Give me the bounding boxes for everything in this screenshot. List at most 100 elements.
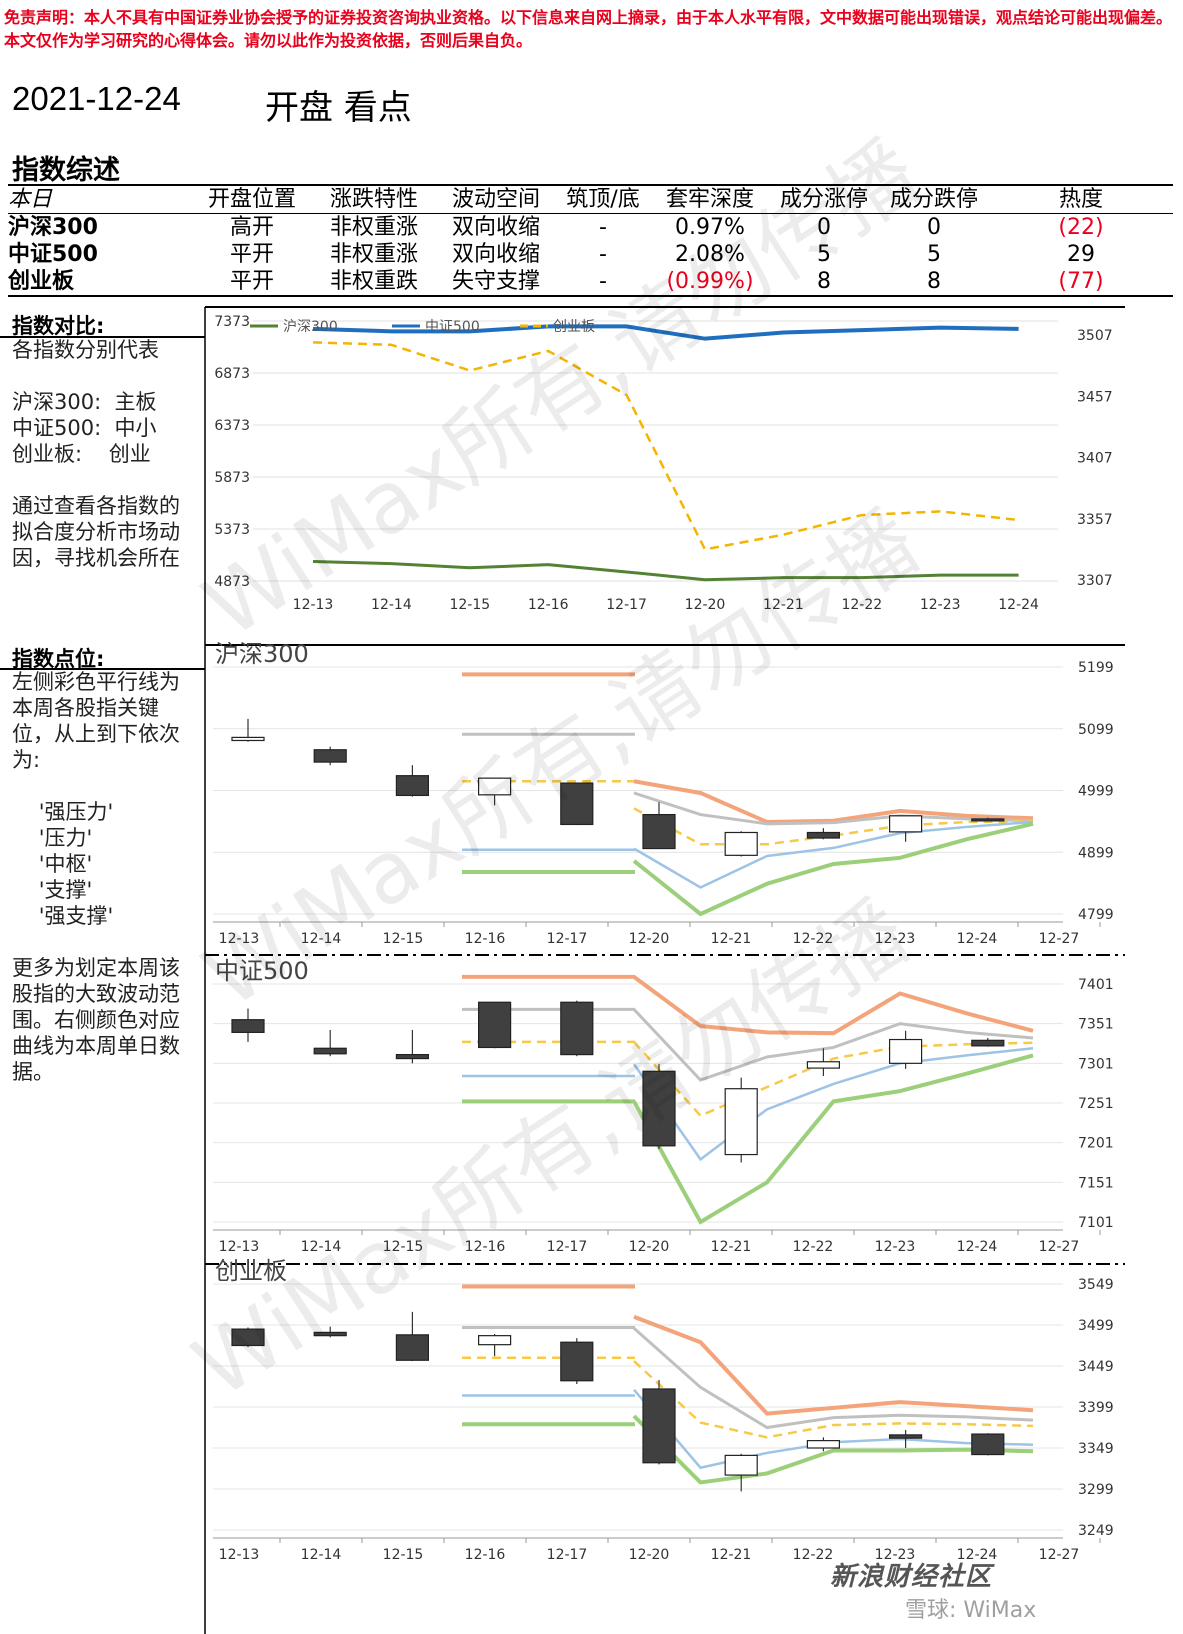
y-tick-label: 4999 [1078, 784, 1114, 800]
y-tick-label: 7101 [1078, 1215, 1114, 1231]
legend-label: 沪深300 [283, 319, 338, 335]
table-row: 沪深300 高开 非权重涨 双向收缩 - 0.97% 0 0 (22) [8, 214, 1173, 242]
y-tick-label: 4799 [1078, 907, 1114, 923]
divider [0, 336, 205, 338]
table-cell: (22) [1058, 215, 1104, 240]
x-tick-label: 12-17 [547, 1547, 588, 1563]
candle-down [395, 1334, 429, 1361]
candle-down [395, 1054, 429, 1060]
footer-brand: 新浪财经社区 [830, 1562, 993, 1592]
table-cell: 平开 [193, 268, 311, 297]
y-tick-label: 7201 [1078, 1136, 1114, 1152]
col-header: 本日 [8, 184, 193, 214]
table-cell: 非权重涨 [329, 242, 418, 267]
y-tick-label-right: 3507 [1077, 328, 1113, 344]
col-header: 成分涨停 [769, 184, 879, 214]
table-cell: 双向收缩 [451, 215, 540, 240]
table-cell: 非权重涨 [329, 215, 418, 240]
x-tick-label: 12-15 [383, 1239, 424, 1255]
candle-down [642, 1388, 676, 1464]
candle-down [888, 1434, 923, 1439]
candle-up [478, 777, 512, 796]
candle-up [724, 1088, 758, 1156]
table-cell: 29 [1067, 242, 1095, 267]
col-header: 热度 [989, 184, 1173, 214]
y-tick-label: 7351 [1078, 1017, 1114, 1033]
x-tick-label: 12-20 [629, 1547, 670, 1563]
y-tick-label: 5199 [1078, 660, 1114, 676]
table-cell: - [599, 215, 607, 240]
candle-down [395, 775, 429, 797]
disclaimer-text: 免责声明：本人不具有中国证券业协会授予的证券投资咨询执业资格。以下信息来自网上摘… [4, 8, 1173, 50]
levels-heading: 指数点位: [12, 647, 105, 671]
x-tick-label: 12-20 [685, 597, 726, 613]
x-tick-label: 12-21 [711, 931, 752, 947]
x-tick-label: 12-23 [875, 931, 916, 947]
x-tick-label: 12-14 [371, 597, 412, 613]
compare-heading: 指数对比: [12, 314, 105, 338]
x-tick-label: 12-17 [547, 931, 588, 947]
zz500-candle-chart: 7401 7351 7301 7251 7201 7151 7101 12-13 12-14 12… [213, 957, 1114, 1255]
legend-label: 创业板 [553, 319, 595, 335]
daily-curve-resist [633, 1327, 1034, 1430]
x-tick-label: 12-22 [841, 597, 882, 613]
panel-title: 创业板 [215, 1257, 287, 1285]
y-tick-label: 3449 [1078, 1359, 1114, 1375]
col-header: 开盘位置 [193, 184, 311, 214]
daily-curve-strong-resist [633, 779, 1034, 825]
table-cell: 0 [817, 215, 831, 240]
x-tick-label: 12-23 [875, 1239, 916, 1255]
table-cell: 失守支撑 [437, 268, 555, 297]
table-cell: 双向收缩 [451, 242, 540, 267]
table-cell: 非权重跌 [311, 268, 437, 297]
x-tick-label: 12-21 [711, 1239, 752, 1255]
candle-down [313, 749, 347, 763]
table-cell: 平开 [229, 242, 274, 267]
x-tick-label: 12-22 [793, 931, 834, 947]
candle-up [478, 1335, 512, 1346]
x-tick-label: 12-27 [1039, 931, 1080, 947]
table-row: 中证500 平开 非权重涨 双向收缩 - 2.08% 5 5 29 [8, 241, 1173, 268]
daily-curve-strong-support [632, 1414, 1034, 1485]
candle-down [971, 818, 1005, 822]
y-tick-label-right: 3457 [1077, 389, 1113, 405]
compare-description: 各指数分别代表 沪深300: 主板 中证500: 中小 创业板: 创业 通过查看… [12, 338, 180, 570]
table-cell: 0.97% [675, 215, 745, 240]
x-tick-label: 12-17 [606, 597, 647, 613]
x-tick-label: 12-14 [301, 931, 342, 947]
compare-chart: 7373 6873 6373 5873 5373 4873 3507 3457 3407 3357… [214, 314, 1112, 613]
y-tick-label: 7151 [1078, 1175, 1114, 1191]
candle-down [642, 813, 676, 850]
table-cell: 2.08% [675, 242, 745, 267]
y-tick-label-right: 3307 [1077, 573, 1113, 589]
x-tick-label: 12-22 [793, 1547, 834, 1563]
x-tick-label: 12-20 [629, 931, 670, 947]
report-date: 2021-12-24 [12, 80, 181, 117]
x-tick-label: 12-27 [1039, 1547, 1080, 1563]
series-line-hs300 [312, 560, 1019, 582]
x-tick-label: 12-16 [465, 1239, 506, 1255]
summary-table: 本日 开盘位置 涨跌特性 波动空间 筑顶/底 套牢深度 成分涨停 成分跌停 热度… [8, 184, 1173, 297]
x-tick-label: 12-15 [383, 1547, 424, 1563]
daily-curve-pivot [633, 807, 1034, 846]
x-tick-label: 12-13 [219, 931, 260, 947]
page-title: 开盘 看点 [265, 88, 412, 128]
daily-curve-support [632, 1047, 1034, 1162]
y-tick-label: 3249 [1078, 1523, 1114, 1539]
summary-title: 指数综述 [12, 155, 120, 186]
daily-curve-strong-support [632, 821, 1034, 917]
summary-header-row: 本日 开盘位置 涨跌特性 波动空间 筑顶/底 套牢深度 成分涨停 成分跌停 热度 [8, 184, 1173, 214]
candle-down [560, 1001, 594, 1056]
x-tick-label: 12-13 [293, 597, 334, 613]
y-tick-label-left: 5373 [214, 522, 250, 538]
candle-up [724, 831, 758, 856]
x-tick-label: 12-24 [957, 1547, 998, 1563]
y-tick-label-left: 6873 [214, 366, 250, 382]
table-cell: 8 [879, 268, 989, 297]
col-header: 成分跌停 [879, 184, 989, 214]
candle-down [231, 1328, 265, 1347]
series-line-zz500 [312, 324, 1019, 341]
divider [0, 668, 205, 670]
candle-up [806, 1061, 841, 1069]
